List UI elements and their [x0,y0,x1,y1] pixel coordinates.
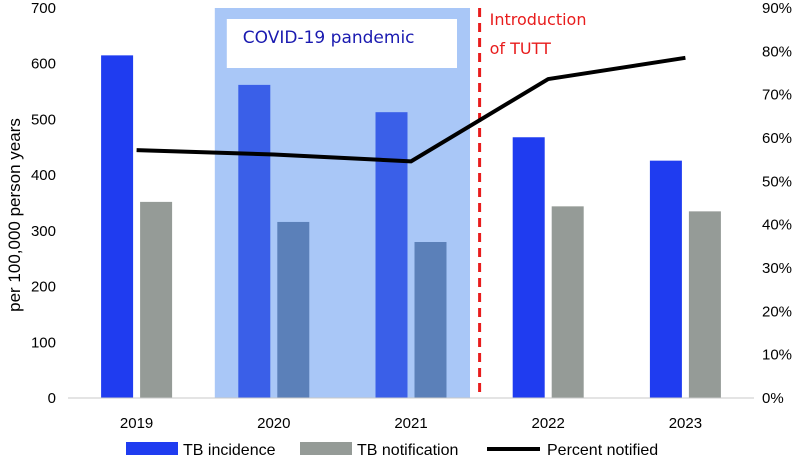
y-tick-200: 200 [31,279,56,296]
bar-tb-incidence-2020 [238,84,271,398]
y2-tick-30pct: 30% [762,260,792,277]
legend: TB incidence TB notification Percent not… [126,442,658,459]
bar-tb-notification-2022 [551,206,584,398]
y2-axis-ticks: 0% 10% 20% 30% 40% 50% 60% 70% 80% 90% [762,0,792,407]
y-tick-600: 600 [31,56,56,73]
bar-tb-incidence-2019 [101,55,134,398]
legend-label-tb-incidence: TB incidence [183,442,276,459]
covid-label: COVID-19 pandemic [243,28,415,48]
bar-tb-notification-2019 [140,201,173,398]
legend-swatch-tb-incidence [126,442,178,455]
y2-tick-90pct: 90% [762,0,792,17]
y-tick-700: 700 [31,0,56,17]
covid-label-box [226,19,457,68]
legend-label-percent-notified: Percent notified [547,442,658,459]
y-tick-500: 500 [31,111,56,128]
y2-tick-0pct: 0% [762,390,784,407]
y2-tick-80pct: 80% [762,43,792,60]
y-tick-0: 0 [48,390,56,407]
y2-tick-70pct: 70% [762,87,792,104]
bar-tb-notification-2020 [277,221,310,398]
x-tick-2022: 2022 [532,415,565,432]
y-tick-300: 300 [31,223,56,240]
legend-swatch-tb-notification [300,442,352,455]
x-tick-2023: 2023 [669,415,702,432]
y2-tick-50pct: 50% [762,173,792,190]
y-tick-400: 400 [31,167,56,184]
x-tick-2019: 2019 [120,415,153,432]
series-line-percent-notified [136,55,686,164]
y2-tick-20pct: 20% [762,303,792,320]
x-tick-2020: 2020 [257,415,290,432]
y-tick-100: 100 [31,334,56,351]
bar-tb-incidence-2021 [375,112,408,398]
bar-tb-incidence-2022 [512,137,545,398]
y-axis-ticks: 0 100 200 300 400 500 600 700 [31,0,56,407]
bar-tb-notification-2023 [688,211,721,398]
bar-tb-notification-2021 [414,242,447,398]
bar-group [101,55,721,398]
x-tick-2021: 2021 [394,415,427,432]
y-axis-label: per 100,000 person years [5,118,24,312]
y2-tick-10pct: 10% [762,347,792,364]
x-axis-ticks: 2019 2020 2021 2022 2023 [120,415,702,432]
y2-tick-60pct: 60% [762,130,792,147]
tutt-label-line1: Introduction [490,10,587,29]
y2-tick-40pct: 40% [762,217,792,234]
tutt-label-line2: of TUTT [490,39,551,58]
legend-label-tb-notification: TB notification [357,442,458,459]
bar-tb-incidence-2023 [649,160,682,398]
